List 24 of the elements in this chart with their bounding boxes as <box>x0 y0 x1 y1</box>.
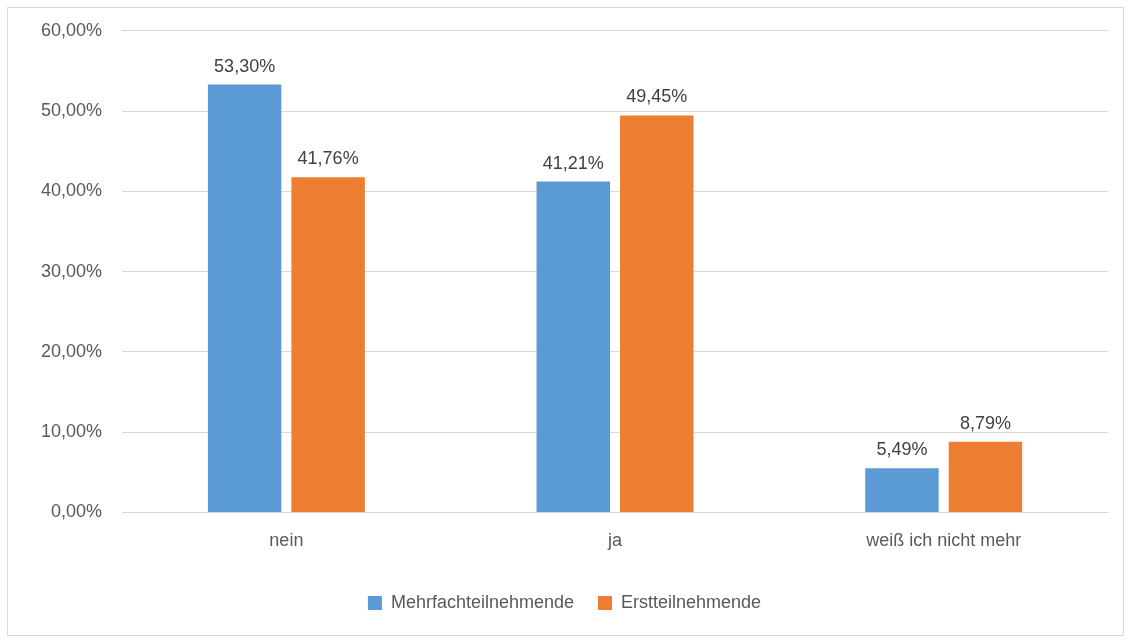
y-tick-label: 10,00% <box>40 421 103 442</box>
data-label: 53,30% <box>214 55 276 76</box>
x-tick-label: weiß ich nicht mehr <box>865 530 1022 551</box>
bar <box>291 177 365 512</box>
legend-label: Erstteilnehmende <box>621 591 762 612</box>
bar <box>620 115 694 512</box>
legend-label: Mehrfachteilnehmende <box>390 591 575 612</box>
y-tick-label: 20,00% <box>40 340 103 361</box>
bar <box>536 181 611 512</box>
x-tick-label: nein <box>269 530 304 551</box>
y-tick-label: 50,00% <box>40 100 103 121</box>
data-label: 8,79% <box>959 412 1011 433</box>
y-tick-label: 60,00% <box>40 19 103 40</box>
y-tick-label: 40,00% <box>40 180 103 201</box>
y-tick-label: 0,00% <box>51 501 103 522</box>
bar <box>865 468 939 512</box>
data-label: 41,76% <box>297 148 359 169</box>
bar <box>948 441 1023 512</box>
data-label: 5,49% <box>876 439 928 460</box>
data-label: 49,45% <box>626 86 688 107</box>
y-tick-label: 30,00% <box>40 260 103 281</box>
data-label: 41,21% <box>542 152 604 173</box>
x-tick-label: ja <box>607 530 624 551</box>
bar <box>207 84 282 512</box>
